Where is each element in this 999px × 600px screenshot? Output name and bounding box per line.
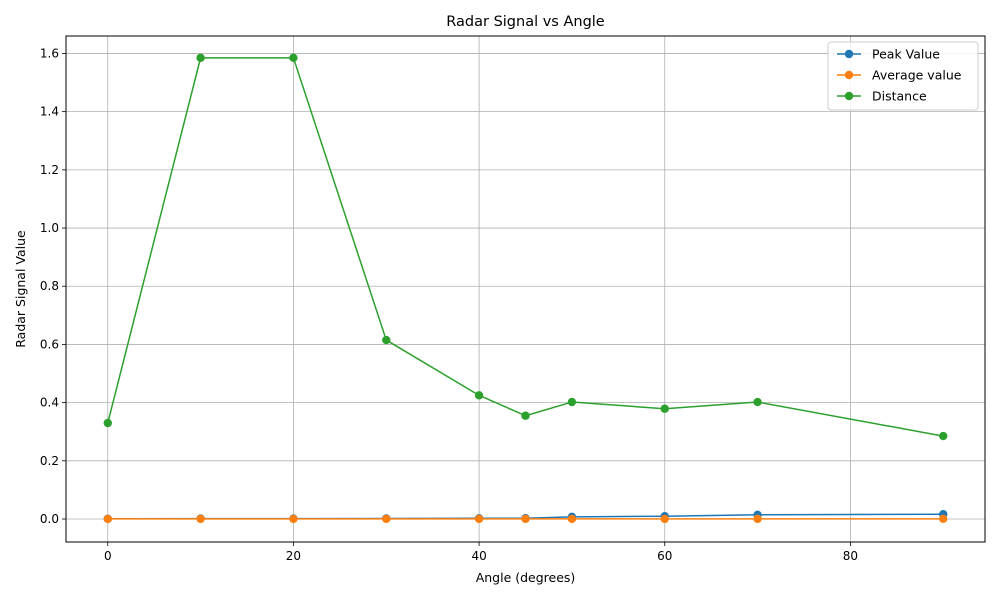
data-point-distance xyxy=(521,411,530,420)
series-layer xyxy=(103,53,948,524)
data-point-average-value xyxy=(474,514,484,524)
data-point-distance xyxy=(289,53,298,63)
data-point-average-value xyxy=(753,514,762,524)
y-tick-label: 1.2 xyxy=(40,163,59,177)
x-tick-label: 40 xyxy=(471,549,486,563)
y-tick-label: 1.6 xyxy=(40,46,59,60)
legend-label-average-value: Average value xyxy=(872,68,962,83)
data-point-distance xyxy=(103,418,112,428)
data-point-average-value xyxy=(289,514,298,524)
axis-ticks: 0 20 40 60 80 0.0 0.2 0.4 0.6 0.8 1.0 1.2 1.4 1.6 xyxy=(40,46,858,563)
data-point-average-value xyxy=(660,514,669,524)
data-point-distance xyxy=(939,431,948,441)
series-line-distance xyxy=(107,57,944,437)
series-average-value xyxy=(103,514,948,524)
legend-swatch-marker xyxy=(844,49,854,59)
grid xyxy=(66,36,985,542)
y-tick-label: 0.2 xyxy=(40,454,59,468)
plot-frame xyxy=(65,35,986,543)
y-tick-label: 0.6 xyxy=(40,337,59,351)
y-tick-label: 0.8 xyxy=(40,279,59,293)
x-tick-label: 60 xyxy=(657,549,672,563)
data-point-average-value xyxy=(521,514,530,524)
data-point-distance xyxy=(567,397,577,407)
data-point-distance xyxy=(382,335,391,345)
legend: Peak Value Average value Distance xyxy=(827,41,979,111)
x-tick-label: 0 xyxy=(104,549,112,563)
x-tick-label: 20 xyxy=(286,549,301,563)
series-distance xyxy=(103,53,948,441)
data-point-distance xyxy=(196,53,205,63)
legend-label-peak-value: Peak Value xyxy=(872,47,940,62)
y-axis-title: Radar Signal Value xyxy=(13,230,28,348)
data-point-average-value xyxy=(103,514,112,524)
data-point-average-value xyxy=(382,514,391,524)
x-tick-label: 80 xyxy=(843,549,858,563)
x-axis-title: Angle (degrees) xyxy=(476,570,576,585)
data-point-distance xyxy=(753,397,762,407)
data-point-distance xyxy=(474,391,484,400)
data-point-average-value xyxy=(196,514,205,524)
legend-box xyxy=(827,41,979,111)
legend-swatch-marker xyxy=(844,91,854,101)
chart-title: Radar Signal vs Angle xyxy=(446,14,605,30)
legend-swatch-marker xyxy=(844,70,854,80)
data-point-average-value xyxy=(939,514,948,524)
y-tick-label: 0.0 xyxy=(40,512,59,526)
data-point-distance xyxy=(660,404,669,413)
data-point-average-value xyxy=(567,514,577,524)
legend-label-distance: Distance xyxy=(872,89,927,104)
y-tick-label: 1.4 xyxy=(40,105,59,119)
y-tick-label: 0.4 xyxy=(40,396,59,410)
y-tick-label: 1.0 xyxy=(40,221,59,235)
